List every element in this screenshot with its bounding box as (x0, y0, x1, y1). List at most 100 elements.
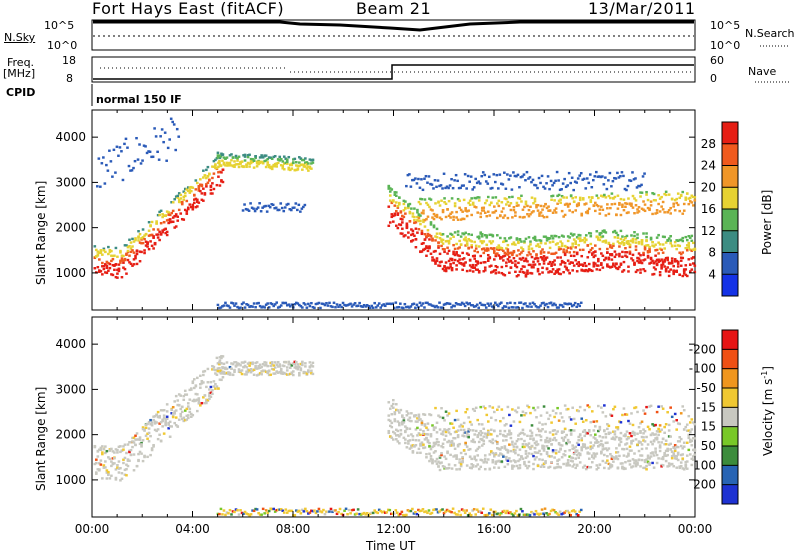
power-cell (292, 161, 295, 165)
velocity-cell (393, 419, 397, 423)
velocity-cell (658, 424, 662, 427)
velocity-cell (269, 364, 272, 368)
power-cell (265, 210, 269, 213)
power-cell (474, 260, 478, 263)
velocity-cell (467, 430, 470, 433)
velocity-cell (443, 465, 446, 469)
power-cell (236, 163, 239, 166)
velocity-cell (206, 367, 210, 371)
velocity-cell (414, 414, 418, 417)
velocity-cell (483, 454, 487, 457)
power-cell (267, 204, 270, 208)
power-cell (441, 242, 445, 245)
power-cell (417, 219, 421, 223)
colorbar-swatch (722, 388, 738, 408)
power-cell (610, 265, 614, 269)
velocity-cell (655, 453, 659, 457)
velocity-cell (612, 407, 615, 411)
velocity-cell (544, 422, 547, 426)
power-cell (494, 254, 498, 258)
velocity-cell (401, 415, 404, 418)
velocity-cell (240, 369, 244, 372)
velocity-cell (217, 387, 220, 390)
velocity-cell (669, 435, 672, 438)
velocity-cell (533, 408, 537, 412)
velocity-cell (465, 435, 469, 438)
power-cell (642, 251, 645, 255)
velocity-cell (482, 435, 486, 438)
velocity-cell (679, 437, 683, 441)
velocity-cell (429, 413, 433, 417)
power-cell (239, 160, 242, 164)
power-cell (690, 257, 694, 260)
power-cell (562, 215, 565, 218)
velocity-cell (450, 441, 454, 444)
power-cell (368, 306, 372, 310)
power-cell (503, 171, 506, 174)
power-cell (551, 252, 555, 256)
power-cell (565, 250, 568, 254)
velocity-cell (196, 376, 199, 380)
power-cell (193, 198, 196, 201)
power-cell (691, 204, 695, 207)
velocity-cell (440, 451, 443, 455)
velocity-cell (302, 510, 306, 513)
power-cell (390, 213, 394, 216)
velocity-cell (693, 453, 697, 456)
velocity-cell (230, 513, 233, 516)
power-cell (462, 238, 466, 241)
power-cell (548, 187, 551, 191)
velocity-cell (444, 457, 448, 461)
power-cell (414, 246, 418, 249)
power-cell (640, 261, 644, 265)
power-cell (607, 194, 611, 198)
power-cell (456, 259, 460, 263)
power-cell (578, 239, 582, 243)
velocity-cell (365, 511, 369, 515)
power-cell (655, 258, 659, 262)
velocity-cell (221, 366, 224, 369)
power-cell (409, 185, 413, 188)
velocity-cell (497, 447, 501, 451)
power-cell (486, 259, 490, 263)
power-cell (456, 179, 459, 183)
power-cell (313, 306, 316, 310)
velocity-cell (679, 412, 683, 415)
power-cell (590, 252, 594, 256)
power-cell (436, 306, 440, 309)
power-cell (277, 208, 281, 212)
velocity-cell (221, 370, 224, 373)
power-cell (535, 239, 538, 242)
power-cell (433, 179, 437, 182)
velocity-cell (110, 460, 113, 463)
power-cell (472, 186, 476, 189)
velocity-cell (652, 440, 656, 443)
velocity-cell (438, 454, 442, 458)
power-cell (579, 172, 583, 175)
power-cell (600, 194, 603, 197)
power-cell (444, 269, 448, 272)
power-cell (548, 246, 552, 250)
velocity-cell (446, 414, 449, 417)
velocity-cell (123, 473, 127, 476)
power-cell (461, 210, 464, 213)
velocity-cell (284, 360, 288, 364)
power-cell (151, 155, 155, 158)
power-cell (642, 259, 645, 262)
power-cell (417, 228, 421, 231)
velocity-cell (518, 466, 522, 470)
velocity-cell (490, 513, 494, 517)
velocity-cell (233, 361, 236, 364)
velocity-cell (606, 448, 609, 452)
power-cell (297, 203, 301, 207)
power-cell (572, 188, 575, 192)
power-cell (652, 261, 656, 265)
power-cell (437, 244, 440, 248)
colorbar-tick-label: -100 (689, 362, 716, 376)
power-cell (616, 207, 620, 210)
velocity-cell (675, 419, 679, 422)
velocity-cell (110, 464, 113, 468)
power-cell (434, 235, 437, 238)
velocity-cell (566, 464, 570, 467)
power-cell (176, 215, 180, 218)
